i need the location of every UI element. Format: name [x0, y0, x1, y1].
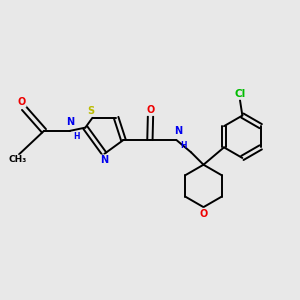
- Text: N: N: [174, 126, 182, 136]
- Text: O: O: [17, 97, 26, 107]
- Text: N: N: [66, 117, 75, 127]
- Text: Cl: Cl: [234, 89, 246, 99]
- Text: O: O: [200, 208, 208, 219]
- Text: O: O: [147, 105, 155, 115]
- Text: S: S: [88, 106, 95, 116]
- Text: N: N: [100, 155, 108, 165]
- Text: H: H: [73, 132, 80, 141]
- Text: H: H: [181, 141, 187, 150]
- Text: CH₃: CH₃: [8, 155, 27, 164]
